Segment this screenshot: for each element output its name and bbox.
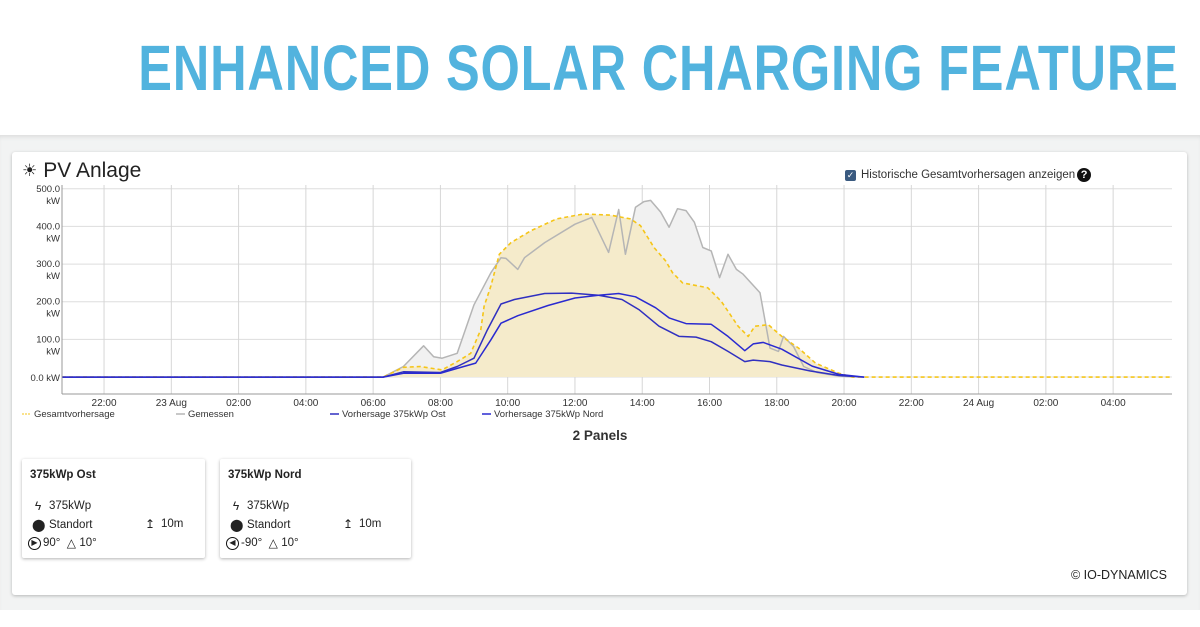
y-tick-label: 200.0 bbox=[36, 297, 60, 308]
location-pin-icon: ⬤ bbox=[32, 518, 46, 532]
series-vorhersage-375kwp-ost bbox=[62, 292, 865, 378]
panel-height: 10m bbox=[359, 518, 382, 530]
panel-name: 375kWp Ost bbox=[30, 469, 96, 481]
panel-height: 10m bbox=[161, 518, 184, 530]
panel-power: 375kWp bbox=[247, 500, 290, 512]
panels-title: 2 Panels bbox=[572, 428, 628, 443]
widget-header: ☀ PV Anlage bbox=[22, 159, 141, 183]
sun-icon: ☀ bbox=[22, 161, 38, 180]
legend-item: Gemessen bbox=[188, 409, 234, 420]
x-tick-label: 02:00 bbox=[1033, 398, 1058, 409]
panel-name: 375kWp Nord bbox=[228, 469, 302, 481]
x-tick-label: 12:00 bbox=[562, 398, 587, 409]
arrow-left-circle-icon: ◀ bbox=[226, 536, 239, 550]
panel-azimuth: 90° bbox=[43, 537, 61, 549]
tilt-icon: △ bbox=[66, 536, 76, 550]
x-tick-label: 18:00 bbox=[764, 398, 789, 409]
banner-title: ENHANCED SOLAR CHARGING FEATURE bbox=[138, 32, 1179, 104]
x-tick-label: 08:00 bbox=[428, 398, 453, 409]
series-vorhersage-375kwp-nord bbox=[62, 292, 865, 378]
question-circle-icon[interactable]: ? bbox=[1077, 168, 1092, 182]
banner: ENHANCED SOLAR CHARGING FEATURE bbox=[0, 0, 1200, 135]
history-toggle[interactable]: ✓ Historische Gesamtvorhersagen anzeigen… bbox=[845, 168, 1092, 182]
location-pin-icon: ⬤ bbox=[230, 518, 244, 532]
history-checkbox[interactable]: ✓ bbox=[845, 169, 856, 181]
y-tick-label: 500.0 bbox=[36, 184, 60, 195]
x-tick-label: 23 Aug bbox=[156, 398, 187, 409]
panel-azimuth: -90° bbox=[241, 537, 263, 549]
y-tick-label: kW bbox=[46, 196, 60, 207]
x-tick-label: 14:00 bbox=[630, 398, 655, 409]
x-tick-label: 04:00 bbox=[293, 398, 318, 409]
y-tick-label: kW bbox=[46, 309, 60, 320]
x-tick-label: 22:00 bbox=[92, 398, 117, 409]
lightning-icon: ϟ bbox=[34, 499, 42, 513]
panel-tilt: 10° bbox=[79, 537, 97, 549]
series-gemessen bbox=[62, 199, 855, 378]
history-checkbox-label[interactable]: Historische Gesamtvorhersagen anzeigen bbox=[861, 169, 1076, 181]
panel-location: Standort bbox=[49, 519, 93, 531]
x-tick-label: 02:00 bbox=[226, 398, 251, 409]
legend-item: Gesamtvorhersage bbox=[34, 409, 115, 420]
y-tick-label: 0.0 kW bbox=[30, 373, 60, 384]
height-arrow-icon: ↥ bbox=[342, 517, 354, 531]
lightning-icon: ϟ bbox=[232, 499, 240, 513]
x-tick-label: 10:00 bbox=[495, 398, 520, 409]
y-tick-label: 100.0 bbox=[36, 334, 60, 345]
x-tick-label: 20:00 bbox=[832, 398, 857, 409]
arrow-right-circle-icon: ▶ bbox=[28, 536, 41, 550]
series-gesamtvorhersage bbox=[62, 213, 1172, 378]
y-tick-label: 400.0 bbox=[36, 221, 60, 232]
x-tick-label: 22:00 bbox=[899, 398, 924, 409]
tilt-icon: △ bbox=[268, 536, 278, 550]
widget-title: PV Anlage bbox=[43, 159, 142, 182]
y-tick-label: kW bbox=[46, 233, 60, 244]
y-tick-label: kW bbox=[46, 346, 60, 357]
panel-tilt: 10° bbox=[281, 537, 299, 549]
legend-item: Vorhersage 375kWp Nord bbox=[494, 409, 603, 420]
y-tick-label: 300.0 bbox=[36, 259, 60, 270]
copyright: © IO-DYNAMICS bbox=[1070, 568, 1167, 582]
area-gesamtvorhersage bbox=[62, 214, 1172, 378]
y-tick-label: kW bbox=[46, 271, 60, 282]
panel-card-nord[interactable]: 375kWp Nord ϟ 375kWp ⬤ Standort ↥ 10m ◀ -90°… bbox=[220, 459, 411, 558]
legend-item: Vorhersage 375kWp Ost bbox=[342, 409, 446, 420]
x-tick-label: 06:00 bbox=[361, 398, 386, 409]
x-tick-label: 16:00 bbox=[697, 398, 722, 409]
x-tick-label: 24 Aug bbox=[963, 398, 994, 409]
panel-power: 375kWp bbox=[49, 500, 92, 512]
panel-location: Standort bbox=[247, 519, 291, 531]
panel-card-ost[interactable]: 375kWp Ost ϟ 375kWp ⬤ Standort ↥ 10m ▶ 90° △ 1… bbox=[22, 459, 205, 558]
height-arrow-icon: ↥ bbox=[144, 517, 156, 531]
x-tick-label: 04:00 bbox=[1101, 398, 1126, 409]
